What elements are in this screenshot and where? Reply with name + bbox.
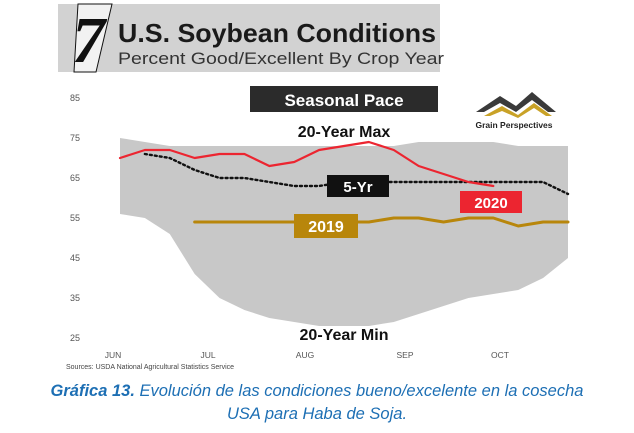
y-tick-label: 55 <box>70 213 80 223</box>
header-title: U.S. Soybean Conditions <box>118 18 436 48</box>
header: 7 U.S. Soybean Conditions Percent Good/E… <box>58 3 444 77</box>
figure-caption-line2: USA para Haba de Soja. <box>226 405 408 423</box>
five-yr-label: 5-Yr <box>343 179 372 196</box>
axis-layer: 25 35 45 55 65 75 85 JUN JUL AUG SEP OCT <box>70 93 509 360</box>
x-tick-label: JUL <box>200 350 215 360</box>
caption-text: Evolución de las condiciones bueno/excel… <box>134 382 584 400</box>
y-tick-label: 85 <box>70 93 80 103</box>
min-band-label: 20-Year Min <box>300 327 389 344</box>
series-labels: 20-Year Max 5-Yr 2020 2019 20-Year Min <box>294 124 522 344</box>
max-band-label: 20-Year Max <box>298 124 391 141</box>
caption-label: Gráfica 13. <box>50 382 135 400</box>
y-tick-label: 65 <box>70 173 80 183</box>
grain-perspectives-logo: Grain Perspectives <box>475 92 556 130</box>
five-yr-label-box <box>327 175 389 197</box>
banner: Seasonal Pace <box>250 86 438 112</box>
logo-text: Grain Perspectives <box>475 120 552 130</box>
x-tick-label: AUG <box>296 350 314 360</box>
series-2020-line <box>118 140 495 188</box>
number-badge: 7 <box>72 4 108 77</box>
wheat-field-logo-icon <box>476 92 556 118</box>
y2019-label: 2019 <box>308 219 344 236</box>
series-2019-line <box>193 216 570 228</box>
figure-caption-line1: Gráfica 13. Evolución de las condiciones… <box>0 381 634 402</box>
banner-background <box>250 86 438 112</box>
y2020-label: 2020 <box>474 195 507 212</box>
x-tick-label: OCT <box>491 350 509 360</box>
header-subtitle: Percent Good/Excellent By Crop Year <box>118 49 444 68</box>
number-badge-background <box>73 3 113 73</box>
y2019-label-box <box>294 214 358 238</box>
header-background <box>58 4 440 72</box>
y-tick-label: 75 <box>70 133 80 143</box>
y-tick-label: 35 <box>70 293 80 303</box>
y-tick-label: 45 <box>70 253 80 263</box>
y-tick-label: 25 <box>70 333 80 343</box>
source-note: Sources: USDA National Agricultural Stat… <box>66 364 234 371</box>
y2020-label-box <box>460 191 522 213</box>
x-tick-label: JUN <box>105 350 122 360</box>
chart-title: Seasonal Pace <box>284 91 403 110</box>
x-tick-label: SEP <box>396 350 413 360</box>
